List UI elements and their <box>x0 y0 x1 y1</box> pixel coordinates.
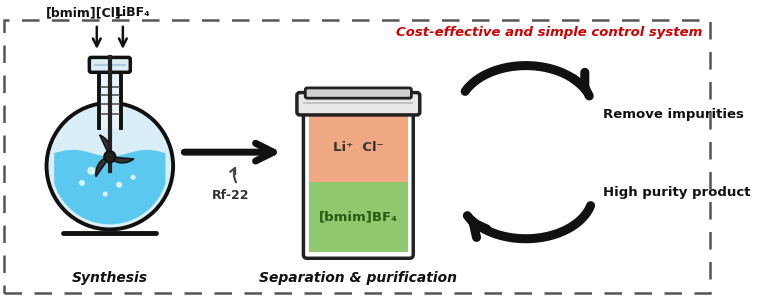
Polygon shape <box>110 157 134 163</box>
Text: Remove impurities: Remove impurities <box>603 108 744 121</box>
Text: Li⁺  Cl⁻: Li⁺ Cl⁻ <box>333 141 384 154</box>
Text: High purity product: High purity product <box>603 186 750 199</box>
Polygon shape <box>96 157 110 177</box>
FancyBboxPatch shape <box>306 88 412 98</box>
Text: Separation & purification: Separation & purification <box>260 271 457 285</box>
Circle shape <box>88 168 94 174</box>
Text: [bmim]BF₄: [bmim]BF₄ <box>319 210 398 223</box>
Circle shape <box>117 182 121 187</box>
FancyBboxPatch shape <box>303 107 413 258</box>
Text: LiBF₄: LiBF₄ <box>115 6 151 19</box>
Ellipse shape <box>47 103 173 230</box>
Circle shape <box>104 192 107 196</box>
Circle shape <box>131 175 135 179</box>
Polygon shape <box>309 113 408 182</box>
FancyBboxPatch shape <box>89 57 131 72</box>
FancyBboxPatch shape <box>98 70 121 128</box>
Polygon shape <box>55 150 165 224</box>
Text: Synthesis: Synthesis <box>72 271 147 285</box>
Polygon shape <box>100 135 111 157</box>
Circle shape <box>104 151 115 162</box>
Polygon shape <box>309 182 408 252</box>
Circle shape <box>80 181 84 185</box>
Text: Rf-22: Rf-22 <box>212 189 250 202</box>
FancyBboxPatch shape <box>297 93 420 115</box>
Text: [bmim][Cl]: [bmim][Cl] <box>46 6 121 19</box>
Text: Cost-effective and simple control system: Cost-effective and simple control system <box>396 26 703 39</box>
